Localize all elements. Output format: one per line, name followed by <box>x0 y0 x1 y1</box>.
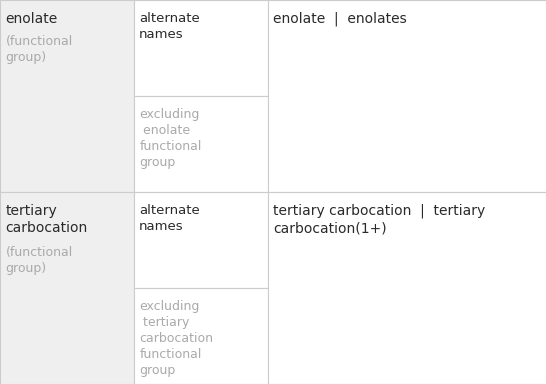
Text: alternate
names: alternate names <box>139 12 200 41</box>
Text: tertiary
carbocation: tertiary carbocation <box>5 204 88 235</box>
Bar <box>268 192 546 384</box>
Bar <box>134 288 268 384</box>
Bar <box>0 0 134 192</box>
Text: enolate  |  enolates: enolate | enolates <box>273 12 407 26</box>
Bar <box>134 192 268 288</box>
Bar <box>268 0 546 192</box>
Text: excluding
 tertiary
carbocation
functional
group: excluding tertiary carbocation functiona… <box>139 300 213 377</box>
Bar <box>134 96 268 192</box>
Text: alternate
names: alternate names <box>139 204 200 233</box>
Text: tertiary carbocation  |  tertiary
carbocation(1+): tertiary carbocation | tertiary carbocat… <box>273 204 485 235</box>
Bar <box>134 0 268 96</box>
Bar <box>0 192 134 384</box>
Text: (functional
group): (functional group) <box>5 246 73 275</box>
Text: (functional
group): (functional group) <box>5 35 73 64</box>
Text: excluding
 enolate
functional
group: excluding enolate functional group <box>139 108 201 169</box>
Text: enolate: enolate <box>5 12 58 25</box>
